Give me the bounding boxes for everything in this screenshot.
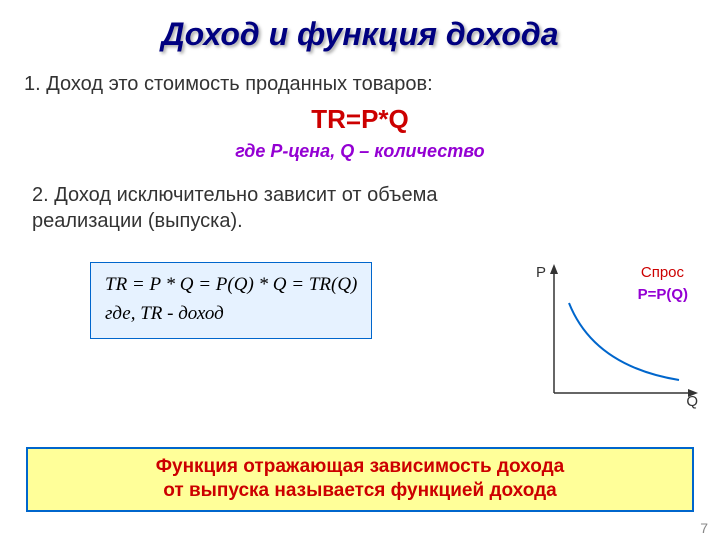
slide-title: Доход и функция дохода [0, 0, 720, 59]
definition-box: Функция отражающая зависимость дохода от… [26, 447, 694, 512]
point-1-text: 1. Доход это стоимость проданных товаров… [0, 59, 720, 100]
y-axis-arrow-icon [550, 264, 558, 274]
derivation-box: TR = P * Q = P(Q) * Q = TR(Q) где, TR - … [90, 262, 372, 339]
demand-equation: P=P(Q) [638, 286, 688, 303]
point-2-text: 2. Доход исключительно зависит от объема… [0, 182, 720, 234]
axis-label-q: Q [686, 393, 698, 410]
page-number: 7 [700, 520, 708, 536]
derivation-line-2: где, TR - доход [105, 300, 357, 329]
axis-label-p: P [536, 264, 546, 281]
main-formula: TR=P*Q [0, 100, 720, 139]
graph-svg [494, 258, 704, 418]
demand-curve [569, 303, 679, 380]
derivation-line-1: TR = P * Q = P(Q) * Q = TR(Q) [105, 271, 357, 300]
definition-line-1: Функция отражающая зависимость дохода [40, 455, 680, 480]
definition-line-2: от выпуска называется функцией дохода [40, 479, 680, 504]
demand-label: Спрос [641, 264, 684, 281]
demand-graph: P Спрос P=P(Q) Q [494, 258, 704, 418]
formula-explanation: где P-цена, Q – количество [0, 139, 720, 172]
